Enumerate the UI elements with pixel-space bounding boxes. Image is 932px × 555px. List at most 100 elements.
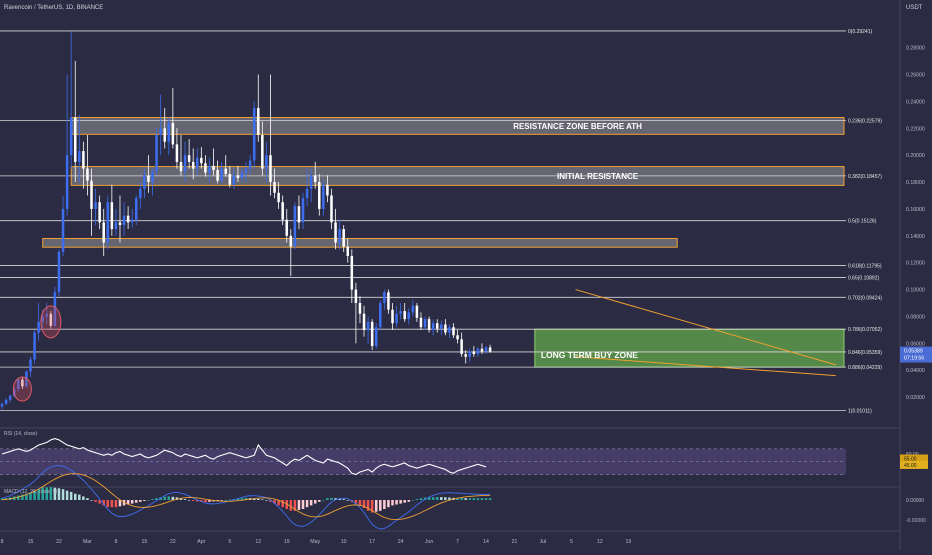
macd-hist-bar [236, 498, 240, 500]
x-tick-label: 7 [456, 539, 459, 545]
macd-hist-bar [374, 500, 378, 512]
candle-body [147, 175, 150, 183]
macd-hist-bar [220, 500, 223, 501]
macd-hist-bar [468, 498, 472, 500]
macd-hist-bar [45, 487, 49, 500]
candle-body [240, 172, 244, 178]
candle-body [452, 327, 455, 336]
macd-hist-bar [110, 500, 114, 508]
x-tick-label: 15 [28, 539, 34, 545]
macd-hist-bar [261, 499, 264, 501]
macd-hist-bar [86, 498, 89, 500]
candle-body [41, 316, 44, 322]
candle-body [244, 168, 248, 173]
candle-body [358, 303, 362, 314]
macd-hist-bar [480, 498, 484, 500]
candle-body [236, 175, 240, 178]
macd-hist-bar [342, 499, 345, 500]
candle-body [130, 219, 134, 223]
candle-body [346, 246, 350, 256]
candle-body [252, 108, 256, 161]
macd-hist-bar [0, 498, 4, 500]
candle-body [330, 195, 333, 223]
macd-line [1, 465, 491, 530]
candle-body [297, 206, 301, 223]
macd-hist-bar [240, 498, 244, 500]
candle-body [277, 192, 280, 203]
candle-body [139, 188, 142, 199]
macd-hist-bar [301, 500, 305, 509]
candle-body [387, 292, 390, 310]
zone-label: INITIAL RESISTANCE [557, 172, 639, 181]
candle-body [106, 202, 110, 243]
labels-layer: RESISTANCE ZONE BEFORE ATH INITIAL RESIST… [513, 122, 932, 363]
x-tick-label: Jul [540, 539, 547, 545]
fib-level-label: 0.5(0.15126) [848, 219, 877, 225]
resistance-zone [42, 237, 678, 248]
candle-body [456, 335, 459, 340]
candle-body [484, 347, 488, 352]
candle-body [65, 155, 69, 209]
fib-level-label: 0.886(0.04229) [848, 365, 882, 371]
macd-hist-bar [25, 493, 28, 500]
macd-hist-bar [114, 500, 118, 508]
candle-body [427, 319, 431, 330]
candle-body [281, 202, 284, 220]
macd-hist-bar [244, 497, 248, 500]
macd-hist-bar [419, 498, 423, 500]
fib-level-label: 1(0.01011) [848, 408, 872, 414]
current-price-badge [900, 346, 932, 363]
macd-hist-bar [407, 500, 411, 502]
candle-body [232, 175, 236, 185]
price-tick-label: 0.22000 [906, 126, 925, 132]
candle-body [212, 165, 215, 170]
macd-label: MACD (12, 26, close, 9) [4, 489, 58, 495]
macd-hist-bar [330, 497, 333, 500]
x-tick-label: Apr [197, 539, 205, 545]
wedge-upper-line [575, 289, 836, 366]
candle-body [220, 168, 223, 181]
macd-axis-label: -0.01000 [906, 518, 926, 524]
macd-hist-bar [41, 487, 44, 500]
candle-body [151, 171, 154, 183]
candle-body [366, 321, 370, 330]
fib-level-label: 0.65(0.10892) [848, 276, 879, 282]
candles-layer [0, 31, 492, 410]
macd-hist-bar [338, 498, 341, 500]
macd-hist-bar [98, 500, 101, 504]
fib-level-label: 0.236(0.22579) [848, 118, 882, 124]
candle-body [4, 399, 8, 404]
candle-body [338, 229, 341, 243]
fib-level-label: 0.618(0.11795) [848, 263, 882, 269]
macd-hist-bar [155, 498, 158, 500]
signal-line [1, 473, 491, 521]
macd-hist-bar [391, 500, 394, 506]
x-tick-label: 8 [1, 539, 4, 545]
macd-hist-bar [395, 500, 398, 505]
candle-body [423, 319, 427, 328]
x-tick-label: May [310, 539, 320, 545]
current-price-countdown: 07:19:56 [904, 356, 924, 362]
macd-hist-bar [106, 500, 110, 508]
macd-hist-bar [90, 500, 93, 501]
candle-body [0, 403, 4, 407]
candle-body [175, 144, 179, 162]
macd-hist-bar [366, 500, 370, 511]
x-tick-label: 8 [114, 539, 117, 545]
candle-body [476, 348, 480, 355]
price-tick-label: 0.02000 [906, 395, 925, 401]
candle-body [440, 324, 443, 329]
macd-hist-bar [134, 500, 138, 503]
candle-body [435, 323, 439, 329]
candle-body [29, 359, 32, 372]
x-tick-label: 5 [228, 539, 231, 545]
macd-hist-bar [293, 500, 297, 511]
macd-hist-bar [216, 500, 219, 501]
candle-body [187, 155, 191, 162]
wedge-layer [575, 289, 836, 377]
fib-level-label: 0.382(0.18457) [848, 174, 882, 180]
rsi-line [1, 437, 487, 476]
price-tick-label: 0.16000 [906, 207, 925, 213]
candle-body [326, 184, 329, 196]
candle-body [191, 161, 195, 169]
